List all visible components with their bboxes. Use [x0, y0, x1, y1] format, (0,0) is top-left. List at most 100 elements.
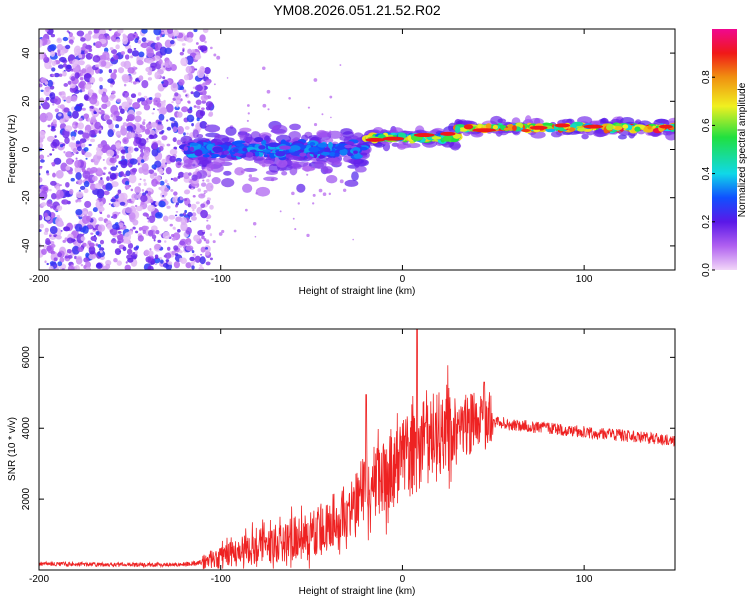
spectrogram-noise-blob [104, 114, 111, 120]
spectrogram-noise-blob [99, 85, 103, 90]
spectrogram-noise-blob [159, 46, 167, 56]
spectrogram-noise-blob [76, 146, 82, 152]
spectrogram-noise-blob [75, 140, 81, 145]
spectrogram-band-halo [271, 124, 288, 135]
spectrogram-noise-blob [84, 152, 92, 158]
spectrogram-noise-blob [110, 72, 117, 81]
spectrogram-noise-blob [50, 33, 56, 38]
spectrogram-noise-blob [136, 59, 144, 66]
colorbar-gradient [712, 29, 737, 270]
spectrogram-noise-blob [94, 240, 97, 242]
spectrogram-y-ticks: -40 -20 0 20 40 [21, 47, 675, 253]
spectrogram-faint-dot [212, 240, 216, 244]
spectrogram-faint-dot [254, 235, 257, 238]
spectrogram-noise-blob [47, 124, 51, 128]
spectrogram-noise-blob [154, 254, 159, 260]
spectrogram-band-halo [354, 165, 367, 173]
spectrogram-noise-blob [115, 124, 120, 129]
spectrogram-noise-blob [72, 66, 80, 74]
spectrogram-noise-blob [114, 248, 122, 255]
spectrogram-noise-blob [161, 31, 165, 35]
spectrogram-noise-blob [161, 79, 169, 88]
spectrogram-noise-blob [132, 226, 136, 230]
spectrogram-noise-blob [146, 217, 149, 220]
spectrogram-band-halo [550, 131, 562, 138]
spectrogram-noise-blob [159, 233, 162, 236]
spectrogram-noise-blob [180, 257, 187, 264]
spectrogram-noise-blob [205, 101, 214, 108]
x-tick-label: 100 [576, 574, 593, 585]
spectrogram-noise-blob [162, 215, 169, 222]
spectrogram-noise-blob [144, 249, 150, 256]
spectrogram-noise-blob [156, 124, 164, 131]
spectrogram-band-core [261, 139, 267, 146]
spectrogram-noise-blob [114, 194, 119, 199]
spectrogram-band-core [234, 140, 246, 144]
spectrogram-band-core [353, 153, 363, 159]
spectrogram-band-halo [242, 183, 253, 193]
spectrogram-noise-blob [197, 69, 205, 79]
spectrogram-band-halo [197, 156, 208, 162]
spectrogram-noise-blob [63, 226, 71, 232]
spectrogram-noise-blob [147, 204, 156, 212]
spectrogram-band-core [568, 127, 575, 132]
spectrogram-noise-blob [190, 203, 197, 210]
spectrogram-noise-blob [202, 29, 209, 34]
spectrogram-noise-blob [84, 83, 92, 90]
spectrogram-noise-blob [139, 97, 146, 102]
spectrogram-band-core [327, 141, 333, 149]
spectrogram-noise-blob [200, 94, 209, 102]
spectrogram-noise-blob [62, 63, 67, 68]
spectrogram-band-core [329, 152, 336, 157]
spectrogram-noise-blob [99, 239, 105, 245]
spectrogram-noise-blob [116, 260, 122, 266]
spectrogram-noise-blob [89, 105, 94, 110]
spectrogram-noise-blob [41, 248, 47, 255]
spectrogram-noise-blob [169, 155, 177, 163]
spectrogram-noise-blob [149, 173, 155, 179]
spectrogram-noise-blob [83, 257, 90, 263]
spectrogram-noise-blob [115, 165, 119, 168]
spectrogram-noise-blob [203, 238, 207, 242]
spectrogram-noise-blob [171, 101, 174, 104]
spectrogram-noise-blob [173, 245, 179, 251]
spectrogram-noise-blob [50, 244, 56, 248]
spectrogram-band-core [263, 154, 268, 158]
spectrogram-noise-blob [53, 72, 60, 78]
spectrogram-noise-blob [172, 137, 177, 143]
spectrogram-band-core [442, 135, 452, 142]
spectrogram-band-core [622, 124, 629, 129]
spectrogram-noise-blob [205, 74, 209, 77]
spectrogram-noise-blob [121, 74, 130, 82]
spectrogram-band-halo [248, 177, 259, 182]
spectrogram-faint-dot [288, 96, 291, 100]
y-tick-label: 4000 [21, 417, 32, 440]
spectrogram-noise-blob [200, 246, 206, 253]
spectrogram-noise-blob [151, 234, 157, 240]
spectrogram-noise-blob [39, 130, 46, 137]
spectrogram-noise-blob [140, 42, 149, 49]
spectrogram-noise-blob [46, 172, 50, 176]
spectrogram-noise-blob [44, 227, 49, 233]
spectrogram-noise-blob [167, 261, 173, 265]
spectrogram-noise-blob [52, 73, 56, 77]
spectrogram-noise-blob [54, 95, 59, 99]
spectrogram-noise-blob [162, 231, 171, 240]
spectrogram-noise-blob [146, 48, 154, 58]
spectrogram-band-core [477, 124, 482, 129]
spectrogram-noise-blob [148, 97, 153, 100]
spectrogram-noise-blob [181, 43, 186, 46]
spectrogram-noise-blob [68, 39, 74, 44]
spectrogram-noise-blob [57, 64, 64, 69]
spectrogram-noise-blob [80, 37, 86, 42]
spectrogram-noise-blob [161, 130, 165, 133]
spectrogram-peak [472, 128, 497, 133]
spectrogram-noise-blob [109, 228, 118, 236]
spectrogram-band-halo [263, 176, 278, 181]
spectrogram-noise-blob [58, 73, 63, 77]
spectrogram-noise-blob [99, 211, 103, 215]
colorbar-tick-label: 0.0 [701, 263, 712, 277]
spectrogram-band-halo [281, 171, 288, 176]
spectrogram-noise-blob [50, 205, 54, 209]
spectrogram-noise-blob [186, 37, 194, 43]
